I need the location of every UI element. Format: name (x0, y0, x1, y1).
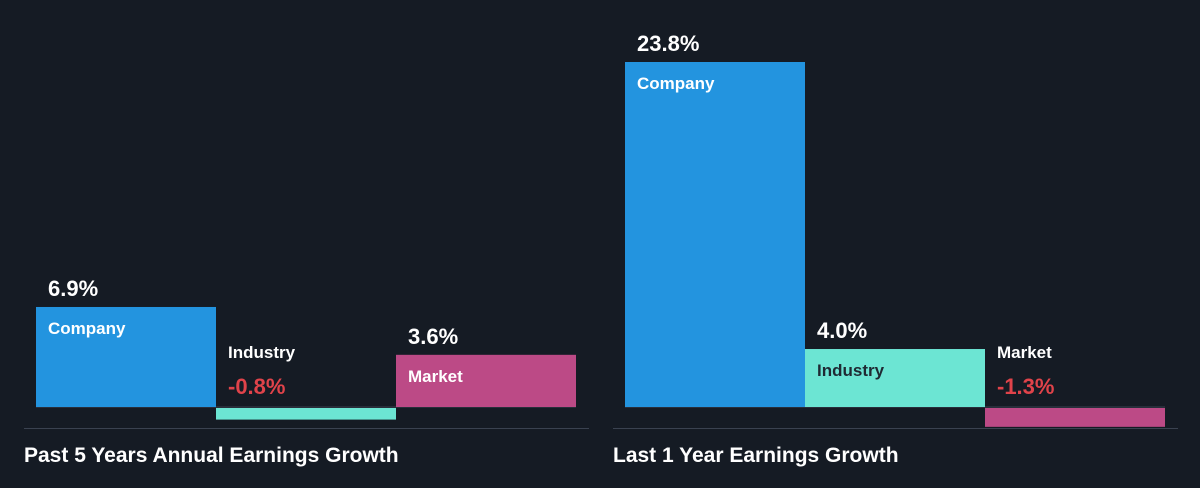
panel-2-company-bar (625, 62, 805, 407)
panel-2-market-bar (985, 408, 1165, 427)
panel-1-industry-bar (216, 408, 396, 420)
panel-1-divider (24, 428, 589, 429)
panel-1-company-bar (36, 306, 216, 407)
panel-2-divider (613, 428, 1178, 429)
panel-2-title: Last 1 Year Earnings Growth (613, 444, 899, 467)
panel-2-market-category-label: Market (997, 343, 1052, 362)
panel-2-company-value-label: 23.8% (637, 31, 699, 56)
panel-2-industry-category-label: Industry (817, 361, 885, 380)
panel-2-company-category-label: Company (637, 74, 715, 93)
panel-1-industry-category-label: Industry (228, 343, 296, 362)
panel-1-market-bar (396, 354, 576, 407)
panel-2-industry-value-label: 4.0% (817, 318, 867, 343)
panel-2-market-value-label: -1.3% (997, 374, 1054, 399)
panel-1-company-category-label: Company (48, 319, 126, 338)
panel-1-title: Past 5 Years Annual Earnings Growth (24, 444, 399, 467)
panel-1-industry-value-label: -0.8% (228, 374, 285, 399)
panel-1-company-value-label: 6.9% (48, 276, 98, 301)
panel-1-market-category-label: Market (408, 367, 463, 386)
panel-2-industry-bar (805, 349, 985, 407)
panel-1-market-value-label: 3.6% (408, 324, 458, 349)
